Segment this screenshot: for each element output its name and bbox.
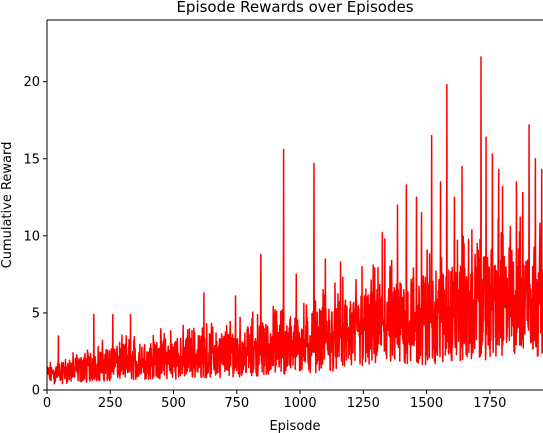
x-tick-label: 1000: [284, 396, 317, 411]
x-axis-title: Episode: [269, 419, 320, 433]
x-ticks: 0 250 500 750 1000 1250 1500 1750: [43, 390, 506, 411]
y-axis-title: Cumulative Reward: [0, 142, 15, 269]
y-tick-label: 20: [23, 75, 40, 90]
x-tick-label: 750: [224, 396, 249, 411]
y-tick-label: 5: [32, 306, 40, 321]
plot-area: [47, 56, 543, 385]
reward-series-line: [47, 56, 543, 385]
y-tick-label: 0: [32, 384, 40, 399]
x-tick-label: 1500: [410, 396, 443, 411]
y-tick-label: 10: [23, 229, 40, 244]
x-tick-label: 1750: [473, 396, 506, 411]
y-tick-label: 15: [23, 152, 40, 167]
x-tick-label: 250: [98, 396, 123, 411]
x-tick-label: 0: [43, 396, 51, 411]
x-tick-label: 1250: [347, 396, 380, 411]
chart-title: Episode Rewards over Episodes: [176, 0, 413, 16]
series-layer: [47, 56, 543, 385]
x-tick-label: 500: [161, 396, 186, 411]
y-ticks: 0 5 10 15 20: [23, 75, 47, 399]
